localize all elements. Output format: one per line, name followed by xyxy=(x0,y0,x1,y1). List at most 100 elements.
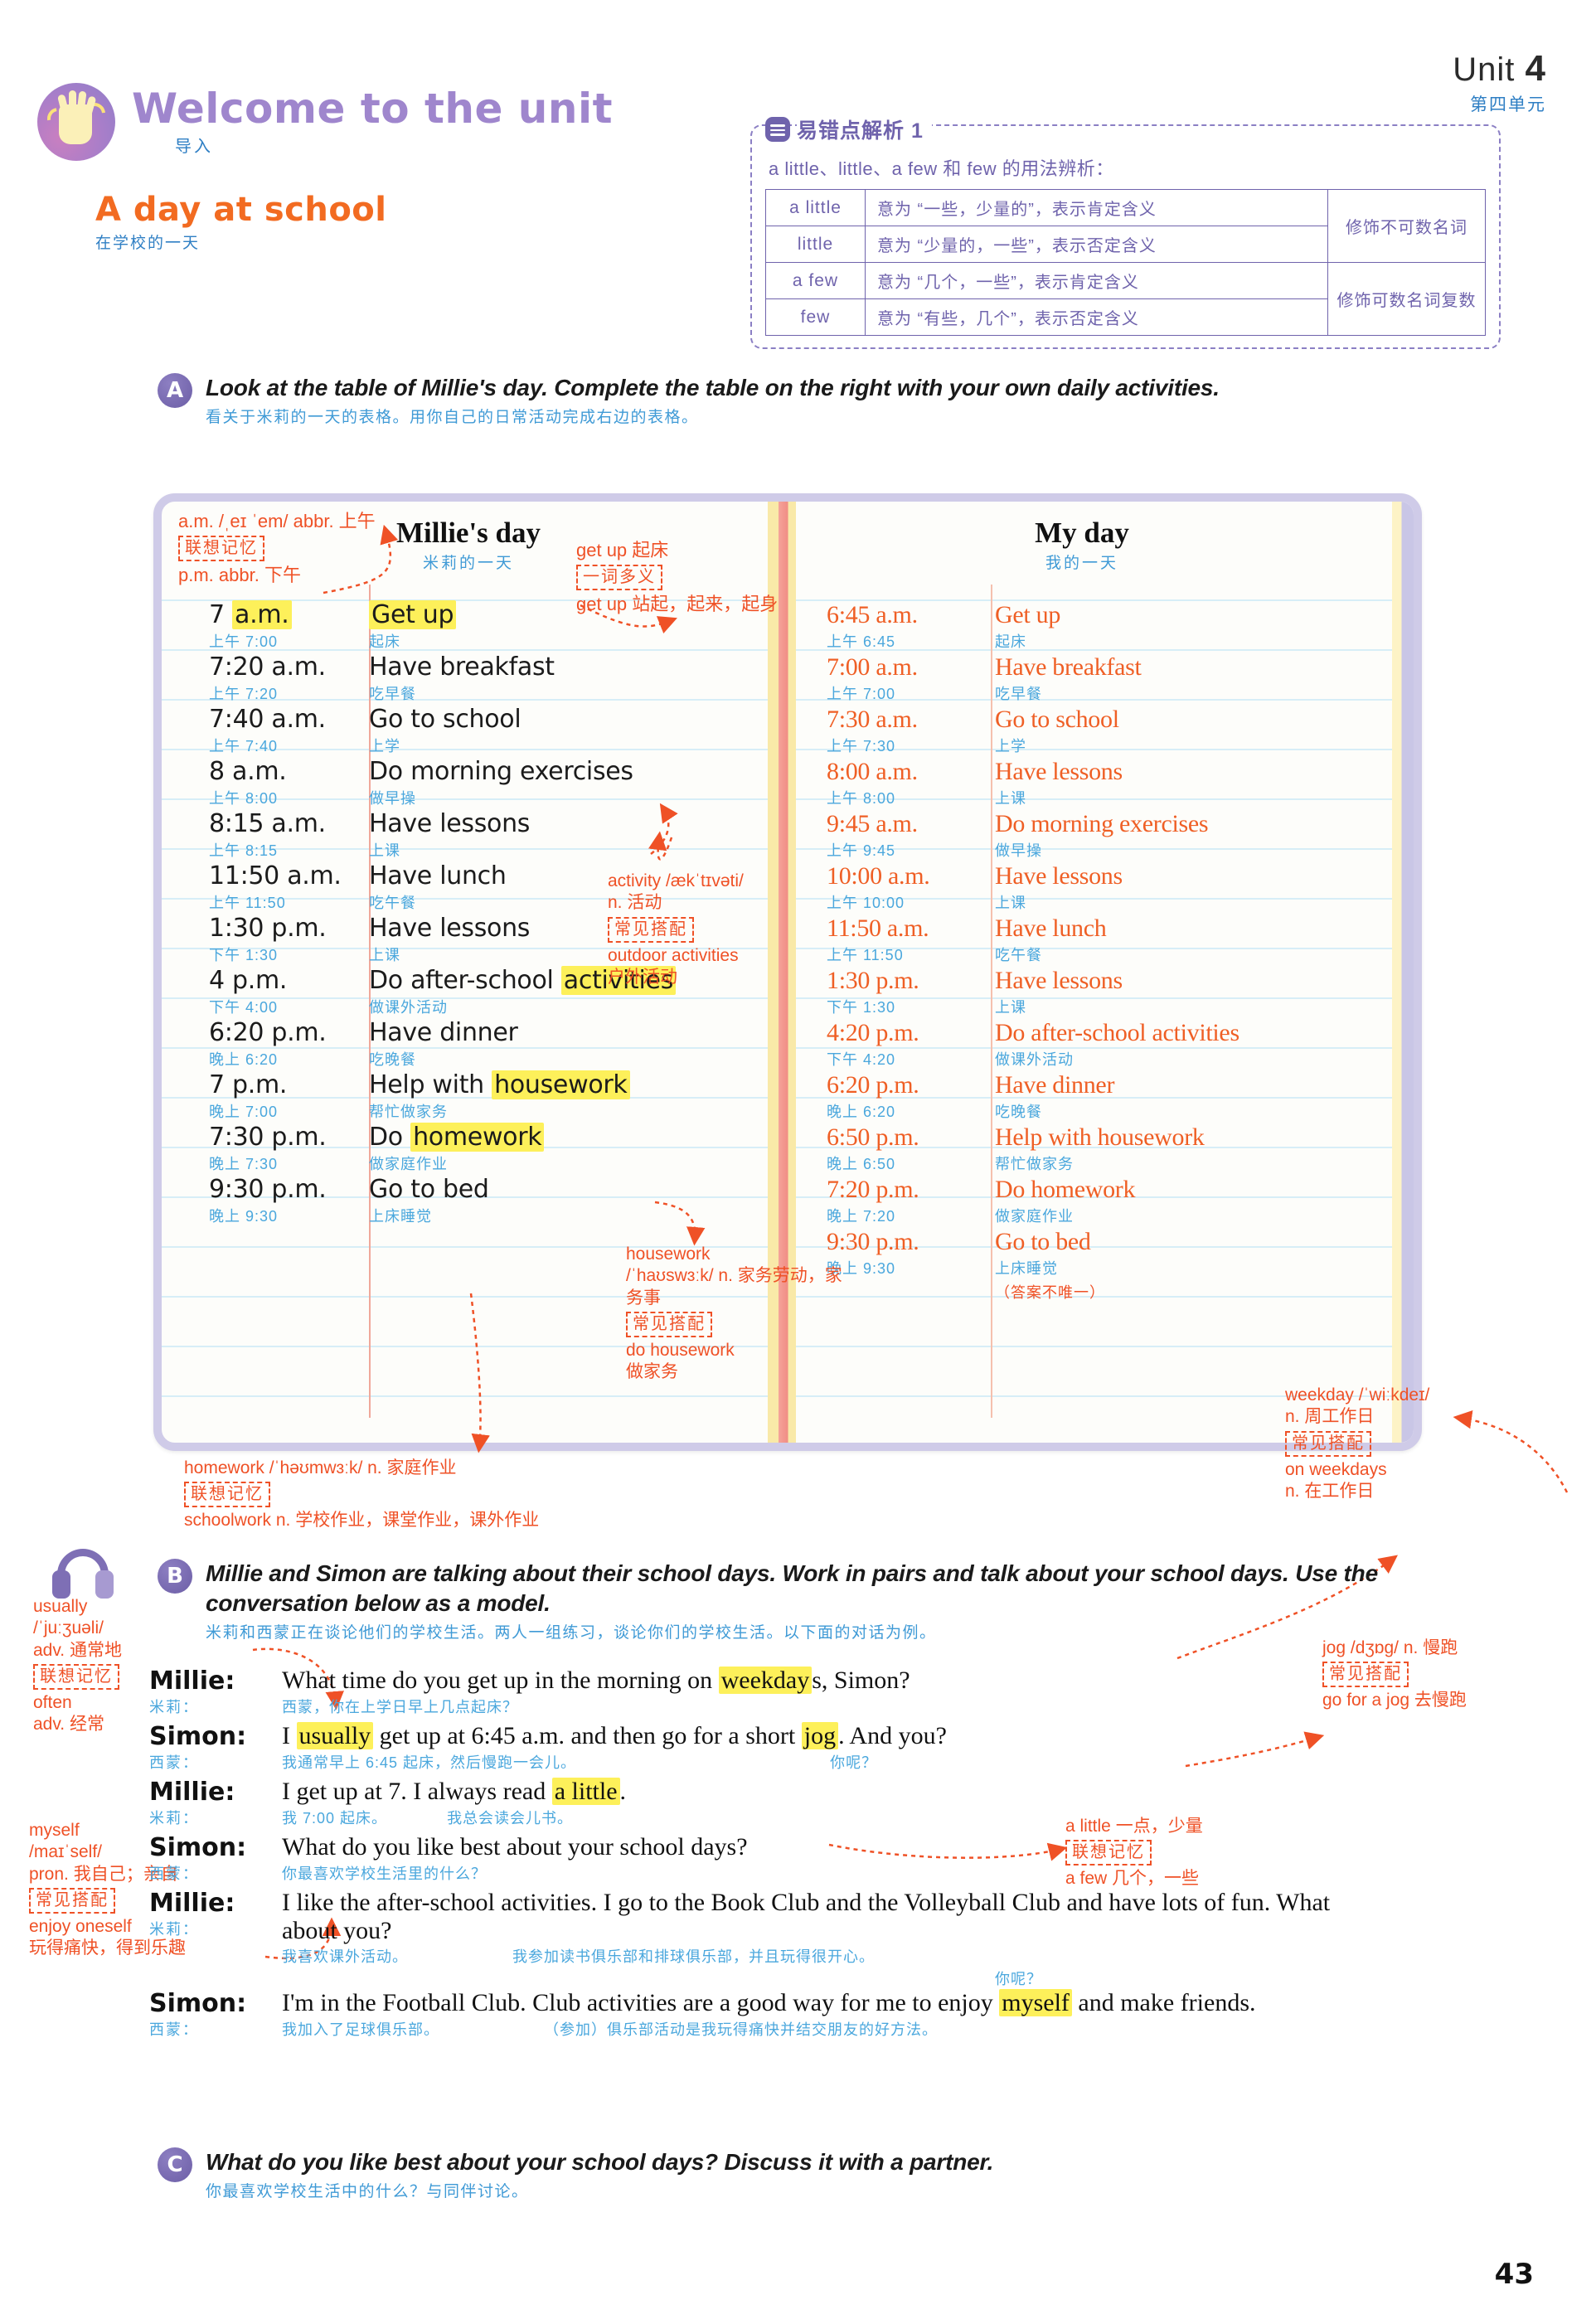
myday-time: 9:45 a.m. xyxy=(827,810,918,837)
millie-time: 1:30 p.m. xyxy=(209,914,327,943)
grammar-term: few xyxy=(765,298,866,336)
annotation-tag: 常见搭配 xyxy=(626,1311,712,1337)
millie-column-divider xyxy=(369,585,371,1418)
section-a-instruction: A Look at the table of Millie's day. Com… xyxy=(158,373,1501,427)
annotation-line: usually xyxy=(33,1597,88,1616)
annotation-am-pm: a.m. /ˌeɪ ˈem/ abbr. 上午 联想记忆 p.m. abbr. … xyxy=(178,510,452,586)
annotation-line: myself xyxy=(29,1821,80,1840)
millie-time-cn: 上午 11:50 xyxy=(209,895,286,911)
grammar-modifies: 修饰不可数名词 xyxy=(1327,189,1486,263)
millie-time-cn: 上午 7:00 xyxy=(209,633,279,650)
millie-activity-cn: 起床 xyxy=(369,633,400,650)
dialogue-text-cn-extra: 你呢？ xyxy=(995,1971,1042,1988)
millie-day-header: Millie's day 米莉的一天 xyxy=(294,517,643,573)
myday-time-cn: 上午 6:45 xyxy=(827,633,896,650)
myday-activity-cn: 吃午餐 xyxy=(995,947,1042,963)
grammar-term: a little xyxy=(765,189,866,226)
annotation-line: go for a jog 去慢跑 xyxy=(1322,1691,1467,1710)
millie-time-cn: 晚上 7:30 xyxy=(209,1156,279,1172)
speaker-name-cn: 西蒙： xyxy=(149,1866,199,1882)
myday-time-cn: 晚上 6:50 xyxy=(827,1156,896,1172)
millie-time-cn: 晚上 9:30 xyxy=(209,1208,279,1225)
myday-time: 7:20 p.m. xyxy=(827,1176,919,1203)
grammar-note-subtitle: a little、little、a few 和 few 的用法辨析： xyxy=(769,158,1114,179)
speaker-name: Simon: xyxy=(149,1989,247,2019)
waving-hand-icon xyxy=(37,83,115,161)
annotation-line: do housework xyxy=(626,1340,735,1360)
millie-time-cn: 上午 8:00 xyxy=(209,790,279,807)
annotation-line: n. 周工作日 xyxy=(1285,1407,1375,1427)
annotation-line: enjoy oneself xyxy=(29,1916,132,1936)
section-a-instruction-en: Look at the table of Millie's day. Compl… xyxy=(206,375,1220,400)
myday-column-divider xyxy=(991,585,992,1418)
grammar-note-title: 易错点解析 1 xyxy=(797,114,932,144)
table-row: 9:30 p.m. 晚上 9:30 Go to bed 上床睡觉 （答案不唯一） xyxy=(817,1230,1397,1303)
millie-activity: Go to school xyxy=(369,705,521,734)
myday-time-cn: 下午 1:30 xyxy=(827,999,896,1016)
millie-activity: Have lessons xyxy=(369,914,531,943)
speaker: Millie: 米莉： xyxy=(149,1889,282,1989)
speaker-name: Millie: xyxy=(149,1778,235,1807)
millie-activity: Do homework xyxy=(369,1123,746,1152)
dialogue-text: What do you like best about your school … xyxy=(282,1833,748,1861)
annotation-weekday: weekday /ˈwiːkdeɪ/ n. 周工作日 常见搭配 on weekd… xyxy=(1285,1385,1567,1502)
annotation-a-little: a little 一点，少量 联想记忆 a few 几个，一些 xyxy=(1065,1816,1339,1890)
section-c-instruction: C What do you like best about your schoo… xyxy=(158,2147,1401,2201)
millie-activity: Do after-school activities xyxy=(369,966,746,995)
annotation-activity: activity /ækˈtɪvəti/ n. 活动 常见搭配 outdoor … xyxy=(608,871,856,988)
dialogue-text-cn: 你最喜欢学校生活里的什么？ xyxy=(282,1865,487,1882)
annotation-homework: homework /ˈhəʊmwɜːk/ n. 家庭作业 联想记忆 school… xyxy=(184,1458,847,1532)
table-row: a little 意为 “一些，少量的”，表示肯定含义 修饰不可数名词 xyxy=(765,189,1486,263)
dialogue-text-cn: 我通常早上 6:45 起床，然后慢跑一会儿。 你呢？ xyxy=(282,1754,878,1771)
myday-activity-cn: 帮忙做家务 xyxy=(995,1156,1074,1172)
millie-time: 4 p.m. xyxy=(209,966,288,995)
millie-activity-cn: 上课 xyxy=(369,842,400,859)
grammar-modifies: 修饰可数名词复数 xyxy=(1327,262,1486,336)
myday-activity-cn: 做早操 xyxy=(995,842,1042,859)
myday-time: 7:00 a.m. xyxy=(827,653,918,681)
annotation-line: a little 一点，少量 xyxy=(1065,1817,1203,1836)
millie-activity-cn: 做家庭作业 xyxy=(369,1156,448,1172)
annotation-line: adv. 经常 xyxy=(33,1715,104,1734)
table-row: 7:30 a.m. 上午 7:30 Go to school 上学 xyxy=(817,707,1397,756)
myday-activity-cn: 吃早餐 xyxy=(995,686,1042,702)
myday-activity: Get up xyxy=(995,601,1061,628)
speaker-name: Simon: xyxy=(149,1833,247,1862)
topic-title: A day at school xyxy=(95,191,387,229)
millie-time: 7:20 a.m. xyxy=(209,653,326,682)
millie-activity: Have breakfast xyxy=(369,653,555,682)
annotation-line: a.m. /ˌeɪ ˈem/ abbr. 上午 xyxy=(178,511,376,531)
myday-activity: Have lessons xyxy=(995,862,1123,890)
speaker: Millie: 米莉： xyxy=(149,1667,282,1717)
table-row: 7:30 p.m. 晚上 7:30 Do homework 做家庭作业 xyxy=(191,1123,763,1174)
dialogue-text: I usually get up at 6:45 a.m. and then g… xyxy=(282,1722,947,1749)
section-a-badge: A xyxy=(158,373,192,408)
myday-activity-cn: 上课 xyxy=(995,895,1026,911)
section-b-instruction: B Millie and Simon are talking about the… xyxy=(158,1559,1517,1642)
section-a-instruction-cn: 看关于米莉的一天的表格。用你自己的日常活动完成右边的表格。 xyxy=(206,408,699,426)
dialogue-text: I get up at 7. I always read a little. xyxy=(282,1778,627,1805)
table-row: 8:15 a.m. 上午 8:15 Have lessons 上课 xyxy=(191,812,763,861)
speaker-name-cn: 米莉： xyxy=(149,1699,199,1715)
dialogue-list: Millie: 米莉： What time do you get up in t… xyxy=(149,1667,1492,2045)
speaker-name: Millie: xyxy=(149,1889,235,1918)
annotation-myself: myself /maɪˈself/ pron. 我自己；亲自 常见搭配 enjo… xyxy=(29,1820,220,1959)
table-row: little 意为 “少量的，一些”，表示否定含义 xyxy=(765,226,1486,263)
millie-activity-cn: 做课外活动 xyxy=(369,999,448,1016)
annotation-line: schoolwork n. 学校作业，课堂作业，课外作业 xyxy=(184,1511,540,1531)
annotation-tag: 联想记忆 xyxy=(33,1663,119,1690)
millie-time-cn: 晚上 6:20 xyxy=(209,1051,279,1068)
millie-activity: Have dinner xyxy=(369,1018,518,1047)
speaker: Simon: 西蒙： xyxy=(149,1722,282,1773)
speaker-name-cn: 米莉： xyxy=(149,1810,199,1827)
myday-time-cn: 晚上 7:20 xyxy=(827,1208,896,1225)
section-c-instruction-cn: 你最喜欢学校生活中的什么？与同伴讨论。 xyxy=(206,2182,529,2200)
annotation-line: /maɪˈself/ xyxy=(29,1842,102,1862)
myday-time: 9:30 p.m. xyxy=(827,1228,919,1255)
myday-time: 10:00 a.m. xyxy=(827,862,930,890)
notebook-panel: Millie's day 米莉的一天 My day 我的一天 7 a.m. 上午… xyxy=(153,493,1422,1451)
myday-activity: Have lessons xyxy=(995,758,1123,785)
millie-time: 8:15 a.m. xyxy=(209,809,326,838)
millie-time: 6:20 p.m. xyxy=(209,1018,327,1047)
myday-time: 6:20 p.m. xyxy=(827,1071,919,1099)
